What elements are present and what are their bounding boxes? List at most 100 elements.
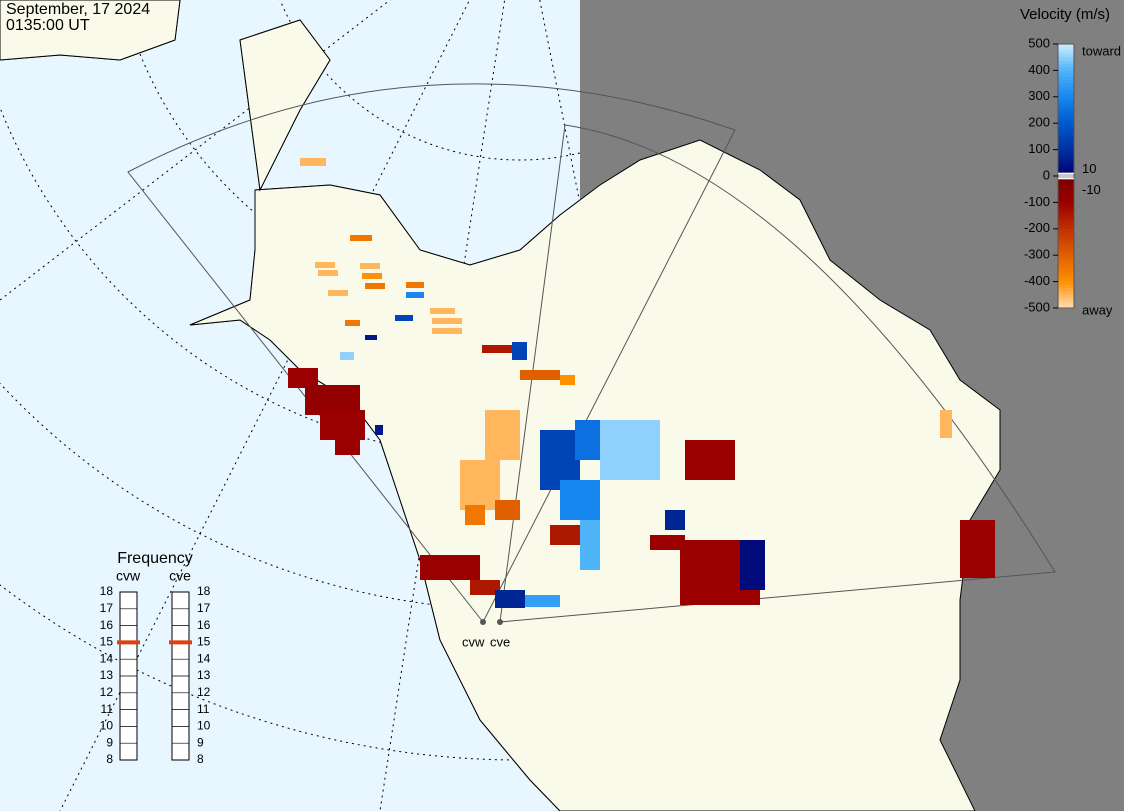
velocity-cell [406,282,424,288]
frequency-tick-label: 14 [100,651,114,665]
velocity-cell [560,375,575,385]
colorbar-swatch [1058,44,1074,48]
velocity-cell [432,328,462,334]
colorbar-swatch [1058,235,1074,240]
frequency-tick-label: 8 [197,752,204,766]
date: September, 17 2024 [6,1,150,18]
frequency-tick-label: 11 [197,702,210,716]
velocity-cells [288,158,995,608]
velocity-cell [560,480,600,520]
velocity-cell [360,263,380,269]
colorbar-swatch [1058,90,1074,95]
colorbar-swatch [1058,169,1074,174]
colorbar-swatch [1058,60,1074,65]
colorbar-swatch [1058,50,1074,55]
colorbar-tick-label: -300 [1024,247,1050,262]
colorbar-swatch [1058,275,1074,279]
colorbar-swatch [1058,103,1074,108]
colorbar-swatch [1058,238,1074,243]
velocity-cell [350,235,372,241]
frequency-tick-label: 9 [197,735,204,749]
colorbar-swatch [1058,202,1074,207]
colorbar-swatch [1058,265,1074,269]
colorbar-swatch [1058,162,1074,167]
colorbar-swatch [1058,110,1074,114]
away-label: away [1082,302,1113,317]
colorbar-swatch [1058,67,1074,71]
colorbar-swatch [1058,298,1074,302]
colorbar-swatch [1058,258,1074,263]
velocity-cell [288,368,318,388]
velocity-cell [550,525,580,545]
colorbar-tick-label: -400 [1024,273,1050,288]
colorbar-swatch [1058,80,1074,85]
colorbar-swatch [1058,304,1074,309]
colorbar-swatch [1058,119,1074,124]
colorbar-swatch [1058,57,1074,62]
colorbar-swatch [1058,136,1074,141]
colorbar-swatch [1058,212,1074,217]
velocity-cell [600,420,660,480]
colorbar-swatch [1058,284,1074,289]
velocity-cell [432,318,462,324]
toward-label: toward [1082,43,1121,58]
velocity-cell [580,520,600,570]
frequency-tick-label: 18 [197,584,211,598]
velocity-cell [525,595,560,607]
colorbar-swatch [1058,261,1074,266]
colorbar-swatch [1058,159,1074,164]
colorbar-swatch [1058,93,1074,98]
colorbar-swatch [1058,73,1074,78]
colorbar-tick-label: 400 [1028,62,1050,77]
velocity-cell [375,425,383,435]
colorbar-tick-label: 100 [1028,141,1050,156]
colorbar-swatch [1058,278,1074,283]
colorbar-title: Velocity (m/s) [1020,6,1110,23]
colorbar-swatch [1058,199,1074,203]
velocity-cell [335,435,360,455]
colorbar-swatch [1058,225,1074,230]
station-label: cvw [462,634,485,649]
colorbar-swatch [1058,182,1074,187]
colorbar-swatch [1058,301,1074,306]
colorbar-swatch [1058,47,1074,52]
colorbar-swatch [1058,209,1074,213]
colorbar-swatch [1058,113,1074,118]
frequency-tick-label: 13 [100,668,114,682]
colorbar-swatch [1058,179,1074,184]
colorbar-swatch [1058,100,1074,104]
colorbar-swatch [1058,166,1074,170]
colorbar-swatch [1058,205,1074,210]
frequency-tick-label: 8 [106,752,113,766]
colorbar-swatch [1058,281,1074,286]
fields-of-view [127,83,1056,623]
colorbar-tick-label: -200 [1024,220,1050,235]
colorbar-swatch [1058,251,1074,256]
colorbar-inner-label: 10 [1082,161,1096,176]
colorbar-swatch [1058,245,1074,250]
velocity-cell [315,262,335,268]
frequency-tick-label: 13 [197,668,211,682]
frequency-tick-label: 10 [197,719,211,733]
colorbar-swatch [1058,106,1074,111]
frequency-tick-label: 17 [197,601,211,615]
frequency-tick-label: 11 [101,702,114,716]
frequency-title: Frequency [117,550,193,567]
frequency-tick-label: 12 [197,685,211,699]
colorbar-swatch [1058,139,1074,144]
colorbar-swatch [1058,70,1074,75]
colorbar: 500 400 300 200 100 0 -100 -200 -300 -400 -500 10 -1… [1024,35,1101,314]
frequency-tick-label: 12 [100,685,114,699]
radar-label: cvw [116,568,141,584]
velocity-cell [365,283,385,289]
velocity-cell [345,320,360,326]
colorbar-swatch [1058,156,1074,161]
colorbar-swatch [1058,291,1074,296]
velocity-cell [495,590,525,608]
colorbar-swatch [1058,96,1074,101]
frequency-tick-label: 10 [100,719,114,733]
colorbar-swatch [1058,149,1074,154]
velocity-cell [960,520,995,578]
